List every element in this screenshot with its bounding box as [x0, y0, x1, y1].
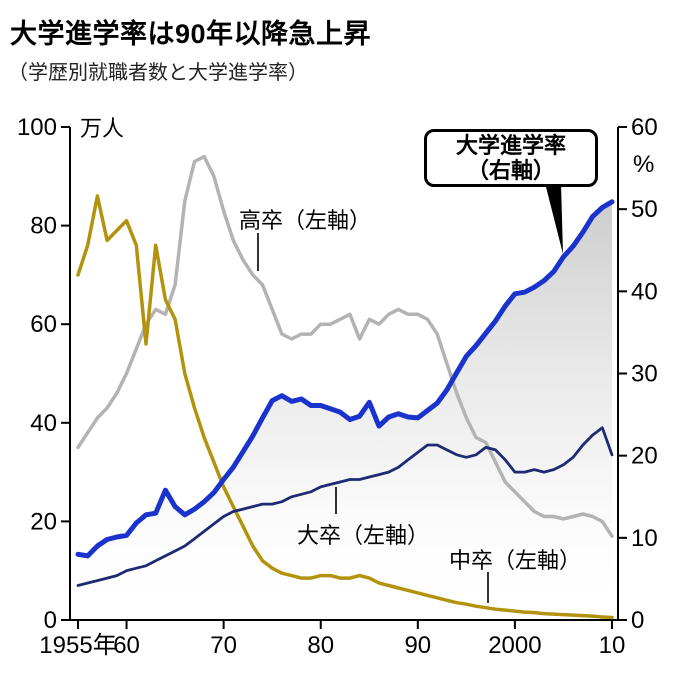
callout-shingakuritsu: 大学進学率 （右軸）: [424, 129, 598, 187]
right-tick-label: 20: [631, 443, 658, 470]
chart-title: 大学進学率は90年以降急上昇: [10, 19, 372, 49]
left-tick-label: 0: [44, 607, 57, 634]
right-axis-unit: %: [633, 151, 654, 178]
left-tick-label: 60: [30, 311, 57, 338]
right-tick-label: 10: [631, 525, 658, 552]
callout-arrow: [545, 183, 563, 254]
label-kousotsu: 高卒（左軸）: [239, 208, 372, 233]
x-tick-label: 60: [113, 632, 140, 659]
right-tick-label: 0: [631, 607, 644, 634]
x-tick-label: 80: [307, 632, 334, 659]
left-tick-label: 100: [17, 114, 57, 141]
x-tick-label: 70: [210, 632, 237, 659]
series-kousotsu-line: [76, 154, 614, 538]
callout-line2: （右軸）: [466, 158, 555, 183]
left-tick-label: 80: [30, 213, 57, 240]
series-chuusotsu-line: [76, 194, 614, 620]
left-tick-label: 40: [30, 410, 57, 437]
chart-subtitle: （学歴別就職者数と大学進学率）: [8, 62, 308, 84]
right-tick-label: 30: [631, 361, 658, 388]
x-tick-label: 10: [599, 632, 626, 659]
x-tick-label: 2000: [488, 632, 541, 659]
label-daisotsu: 大卒（左軸）: [297, 523, 430, 548]
right-tick-label: 60: [631, 114, 658, 141]
callout-line1: 大学進学率: [455, 133, 566, 158]
x-tick-label: 90: [404, 632, 431, 659]
series-daisotsu-line: [76, 426, 614, 587]
right-tick-label: 50: [631, 196, 658, 223]
series-shingakuritsu-line: [75, 199, 615, 559]
right-tick-label: 40: [631, 278, 658, 305]
x-tick-label: 1955年: [39, 632, 116, 659]
left-axis-unit: 万人: [80, 116, 124, 141]
left-tick-label: 20: [30, 508, 57, 535]
label-chuusotsu: 中卒（左軸）: [449, 548, 582, 573]
rate-area-fill: [78, 201, 612, 621]
